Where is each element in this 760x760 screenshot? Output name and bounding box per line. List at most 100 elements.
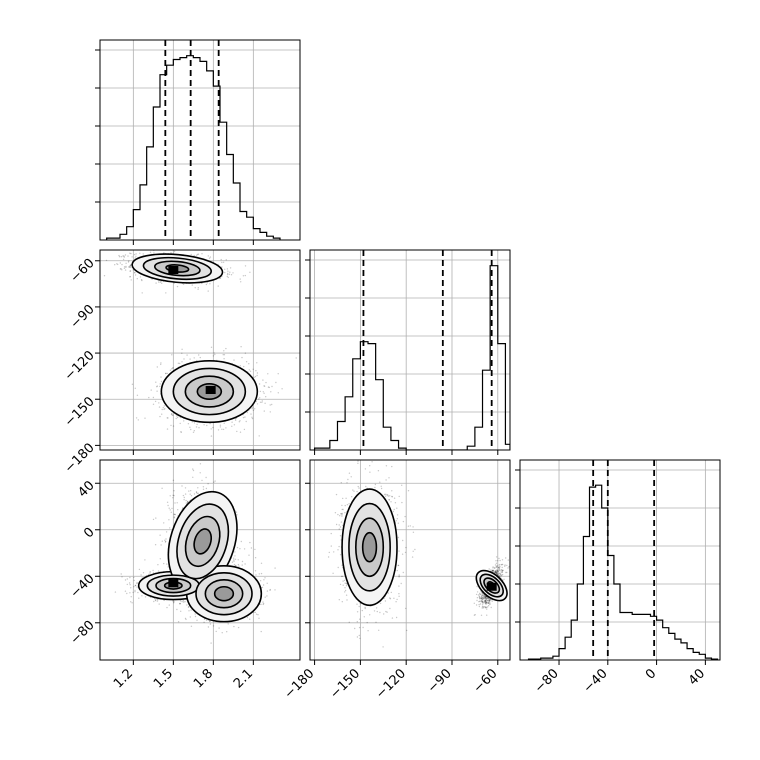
- sample-point: [244, 563, 246, 565]
- sample-point: [241, 356, 243, 359]
- sample-point: [175, 417, 177, 420]
- sample-point: [172, 367, 174, 369]
- sample-point: [262, 391, 264, 393]
- y-tick-label: −60: [68, 256, 98, 286]
- sample-point: [271, 385, 273, 388]
- sample-point: [263, 385, 266, 387]
- sample-point: [270, 391, 272, 393]
- sample-point: [123, 256, 126, 258]
- sample-point: [256, 403, 259, 405]
- sample-point: [198, 354, 200, 356]
- sample-point: [124, 579, 127, 581]
- sample-point: [254, 408, 256, 410]
- sample-point: [249, 271, 251, 273]
- sample-point: [172, 494, 174, 496]
- sample-point: [189, 426, 191, 428]
- sample-point: [199, 356, 201, 359]
- sample-point: [183, 496, 185, 499]
- sample-point: [233, 557, 235, 559]
- sample-point: [154, 400, 157, 403]
- sample-point: [193, 422, 196, 424]
- sample-point: [231, 561, 234, 563]
- sample-point: [121, 263, 123, 266]
- sample-point: [130, 601, 132, 603]
- sample-point: [213, 352, 215, 354]
- sample-point: [253, 611, 255, 614]
- sample-point: [191, 421, 193, 423]
- sample-point: [135, 255, 137, 257]
- x-tick-label: 1.5: [151, 666, 176, 691]
- sample-point: [190, 490, 192, 492]
- sample-point: [159, 383, 161, 385]
- sample-point: [220, 258, 222, 261]
- sample-point: [126, 583, 128, 586]
- sample-point: [119, 268, 122, 270]
- sample-point: [269, 411, 271, 413]
- sample-point: [269, 404, 271, 406]
- sample-point: [201, 282, 203, 285]
- sample-point: [254, 548, 256, 551]
- sample-point: [159, 281, 161, 283]
- sample-point: [190, 495, 193, 497]
- sample-point: [225, 259, 227, 261]
- sample-point: [196, 254, 198, 256]
- sample-point: [171, 368, 173, 370]
- sample-point: [171, 354, 173, 356]
- sample-point: [192, 469, 195, 472]
- sample-point: [260, 630, 262, 633]
- sample-point: [229, 271, 231, 273]
- sample-point: [195, 491, 198, 494]
- sample-point: [141, 292, 143, 294]
- sample-point: [239, 365, 241, 367]
- sample-point: [264, 577, 266, 579]
- hist-bar: [207, 71, 214, 240]
- sample-point: [248, 369, 250, 371]
- sample-point: [182, 599, 185, 602]
- sample-point: [129, 264, 132, 267]
- sample-point: [234, 419, 237, 421]
- hist-bars: [313, 250, 510, 450]
- sample-point: [190, 625, 193, 627]
- hist-bar: [376, 380, 384, 450]
- sample-point: [129, 270, 132, 272]
- sample-point: [267, 386, 270, 388]
- sample-point: [241, 560, 244, 563]
- sample-point: [192, 431, 195, 433]
- sample-point: [161, 413, 163, 415]
- sample-point: [281, 388, 283, 390]
- sample-point: [251, 416, 253, 418]
- sample-point: [239, 420, 241, 422]
- sample-point: [131, 602, 133, 604]
- sample-point: [134, 271, 136, 274]
- sample-point: [244, 416, 246, 418]
- sample-point: [176, 416, 179, 419]
- sample-point: [167, 417, 169, 419]
- sample-point: [141, 279, 143, 282]
- sample-point: [171, 507, 173, 510]
- hist-bar: [173, 60, 180, 241]
- sample-point: [180, 431, 182, 433]
- sample-point: [141, 595, 143, 597]
- sample-point: [205, 487, 208, 490]
- sample-point: [176, 502, 178, 504]
- sample-point: [263, 392, 265, 394]
- sample-point: [166, 606, 168, 609]
- sample-point: [256, 374, 258, 377]
- sample-point: [263, 410, 265, 412]
- sample-point: [231, 425, 233, 427]
- sample-point: [245, 420, 247, 423]
- sample-point: [246, 411, 248, 414]
- sample-point: [157, 564, 159, 566]
- density-peak: [205, 386, 216, 394]
- sample-point: [209, 256, 212, 258]
- sample-point: [260, 572, 263, 575]
- sample-point: [197, 492, 199, 494]
- sample-point: [254, 611, 256, 614]
- sample-point: [210, 435, 213, 437]
- sample-point: [259, 390, 262, 393]
- sample-point: [237, 563, 240, 566]
- sample-point: [185, 618, 187, 621]
- sample-point: [238, 421, 240, 423]
- sample-point: [148, 396, 150, 399]
- sample-point: [186, 354, 188, 356]
